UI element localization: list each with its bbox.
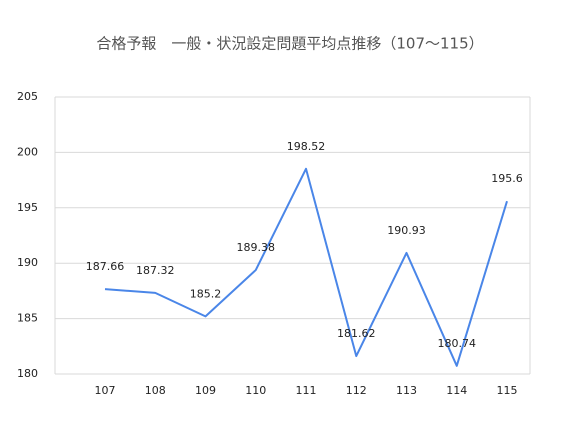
y-tick-label: 205 — [17, 90, 38, 103]
data-label: 185.2 — [190, 287, 222, 300]
data-label: 180.74 — [438, 337, 477, 350]
data-label: 195.6 — [491, 172, 523, 185]
data-label: 189.38 — [237, 241, 276, 254]
x-tick-label: 115 — [497, 384, 518, 397]
data-label: 181.62 — [337, 327, 376, 340]
y-tick-label: 200 — [17, 145, 38, 158]
data-label: 187.66 — [86, 260, 125, 273]
data-label: 190.93 — [387, 224, 426, 237]
y-tick-label: 180 — [17, 367, 38, 380]
y-tick-label: 185 — [17, 312, 38, 325]
x-tick-label: 112 — [346, 384, 367, 397]
data-label: 187.32 — [136, 264, 175, 277]
data-label: 198.52 — [287, 140, 326, 153]
x-tick-label: 114 — [446, 384, 467, 397]
x-tick-label: 111 — [296, 384, 317, 397]
x-tick-label: 109 — [195, 384, 216, 397]
x-tick-label: 107 — [95, 384, 116, 397]
y-tick-label: 190 — [17, 256, 38, 269]
line — [104, 167, 508, 367]
x-tick-label: 113 — [396, 384, 417, 397]
chart-title: 合格予報 一般・状況設定問題平均点推移（107〜115） — [96, 35, 483, 53]
x-tick-label: 108 — [145, 384, 166, 397]
y-tick-label: 195 — [17, 201, 38, 214]
x-tick-label: 110 — [245, 384, 266, 397]
